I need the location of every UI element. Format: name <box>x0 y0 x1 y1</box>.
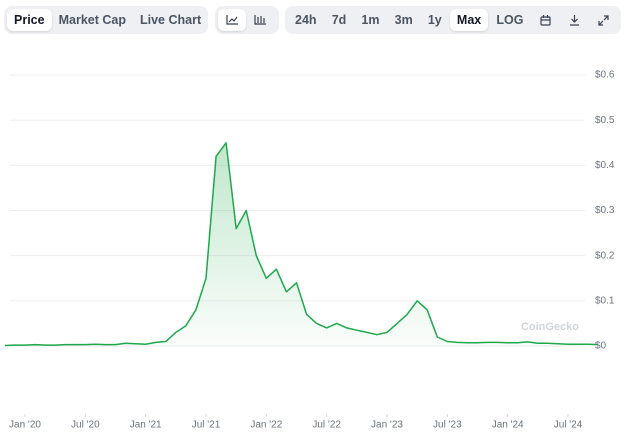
x-tick-label: Jul '24 <box>554 420 583 431</box>
icon <box>254 15 266 25</box>
calendar-button[interactable] <box>532 9 560 31</box>
x-tick-label: Jan '20 <box>9 420 41 431</box>
y-tick-label: $0.1 <box>595 295 615 306</box>
tab[interactable]: Market Cap <box>58 13 126 27</box>
icon <box>226 15 238 25</box>
x-tick-label: Jan '22 <box>250 420 282 431</box>
x-tick-label: Jul '23 <box>433 420 462 431</box>
x-tick-label: Jul '21 <box>192 420 221 431</box>
y-tick-label: $0.5 <box>595 115 615 126</box>
icon <box>570 14 580 26</box>
range[interactable]: 3m <box>394 13 413 27</box>
y-tick-label: $0 <box>595 341 607 352</box>
range[interactable]: 1y <box>427 13 442 27</box>
range[interactable]: 24h <box>295 13 317 27</box>
range-tabs: 24h 7d 1m 3m 1y Max LOG <box>285 6 621 34</box>
x-tick-label: Jan '23 <box>371 420 403 431</box>
range[interactable]: 7d <box>331 13 347 27</box>
price-area <box>4 142 599 346</box>
tab[interactable]: Price <box>7 9 52 31</box>
line-chart-button[interactable] <box>218 9 246 31</box>
icon <box>540 14 551 26</box>
candle-chart-button[interactable] <box>246 9 274 31</box>
x-tick-label: Jul '22 <box>312 420 341 431</box>
x-tick-label: Jul '20 <box>71 420 100 431</box>
log-toggle[interactable]: LOG <box>496 13 524 27</box>
y-tick-label: $0.3 <box>595 205 615 216</box>
price-line <box>4 142 599 347</box>
y-tick-label: $0.4 <box>595 160 615 171</box>
x-tick-label: Jan '24 <box>492 420 524 431</box>
tab[interactable]: Live Chart <box>139 13 202 27</box>
icon <box>598 14 609 26</box>
view-tabs: Price Market Cap Live Chart <box>4 6 208 34</box>
range[interactable]: Max <box>449 9 489 31</box>
range[interactable]: 1m <box>361 13 380 27</box>
y-tick-label: $0.6 <box>595 70 615 81</box>
fullscreen-button[interactable] <box>590 9 618 31</box>
watermark: CoinGecko <box>521 321 579 333</box>
download-button[interactable] <box>561 9 589 31</box>
chart-type <box>215 6 279 34</box>
x-tick-label: Jan '21 <box>130 420 162 431</box>
y-tick-label: $0.2 <box>595 250 615 261</box>
